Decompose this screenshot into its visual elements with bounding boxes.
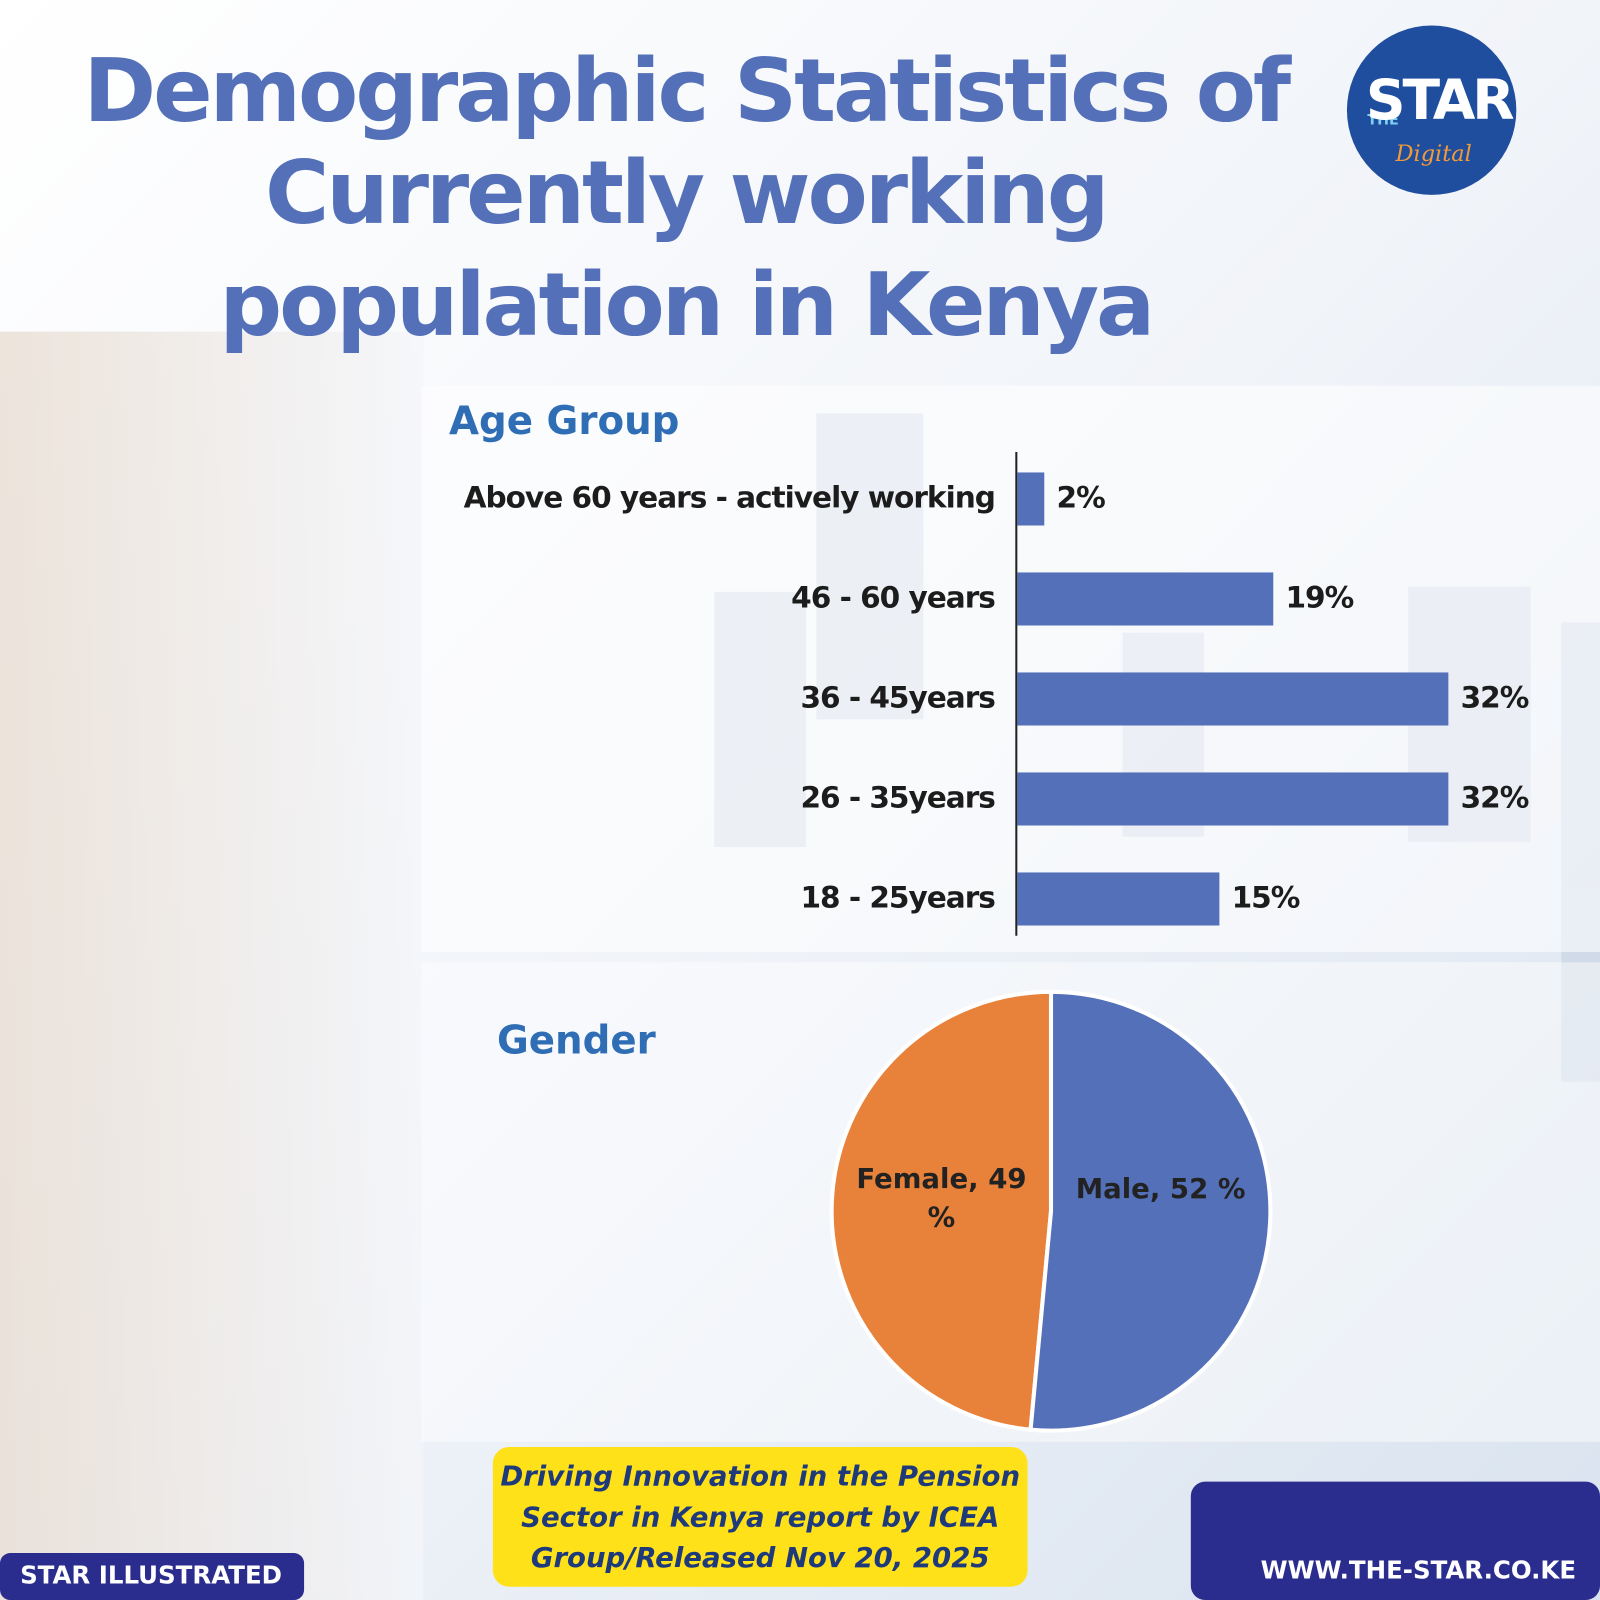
logo: THE STAR Digital <box>1346 25 1517 195</box>
title-line: Currently working <box>265 142 1106 244</box>
value-label: 19% <box>1286 580 1354 614</box>
pie-label: Male, 52 % <box>1075 1173 1246 1206</box>
source-line: Driving Innovation in the Pension <box>500 1461 1020 1493</box>
value-label: 2% <box>1057 480 1106 514</box>
footer-left: STAR ILLUSTRATED <box>20 1561 282 1590</box>
footer-right: WWW.THE-STAR.CO.KE <box>1261 1555 1576 1584</box>
bar <box>1017 472 1045 526</box>
bar <box>1017 772 1449 826</box>
source-line: Sector in Kenya report by ICEA <box>521 1501 999 1533</box>
pie-label-box: Male, 52 % <box>1075 1173 1246 1206</box>
value-label: 15% <box>1232 880 1300 914</box>
source-box <box>492 1446 1028 1587</box>
category-label: Above 60 years - actively working <box>464 480 995 514</box>
photo-panel <box>0 331 424 1600</box>
bar <box>1017 672 1449 726</box>
bar-panel <box>421 385 1600 953</box>
footer-right-box <box>1190 1481 1600 1600</box>
title-line: population in Kenya <box>219 254 1152 356</box>
value-label: 32% <box>1461 680 1529 714</box>
source: Driving Innovation in the Pension Sector… <box>500 1461 1020 1575</box>
logo-prefix: THE <box>1367 112 1398 128</box>
source-line: Group/Released Nov 20, 2025 <box>531 1542 990 1574</box>
category-label: 18 - 25years <box>800 880 995 914</box>
pie-chart-title: Gender <box>497 1018 656 1063</box>
footer-left-box <box>0 1553 305 1600</box>
logo-circle <box>1346 25 1517 195</box>
pie-slice <box>1028 989 1273 1433</box>
bar-chart-title: Age Group <box>449 399 679 444</box>
title-line: Demographic Statistics of <box>83 40 1292 142</box>
category-label: 46 - 60 years <box>791 580 995 614</box>
bar <box>1017 572 1274 626</box>
value-label: 32% <box>1461 780 1529 814</box>
pie-slice <box>829 989 1054 1432</box>
pie-label: Female, 49 % <box>856 1163 1027 1234</box>
pie-label-box: Female, 49 % <box>856 1163 1027 1234</box>
bar <box>1017 872 1220 926</box>
category-label: 26 - 35years <box>800 780 995 814</box>
logo-name: STAR <box>1366 68 1514 132</box>
title: Demographic Statistics of Currently work… <box>83 40 1295 356</box>
category-label: 36 - 45years <box>800 680 995 714</box>
logo-suffix: Digital <box>1395 141 1472 167</box>
